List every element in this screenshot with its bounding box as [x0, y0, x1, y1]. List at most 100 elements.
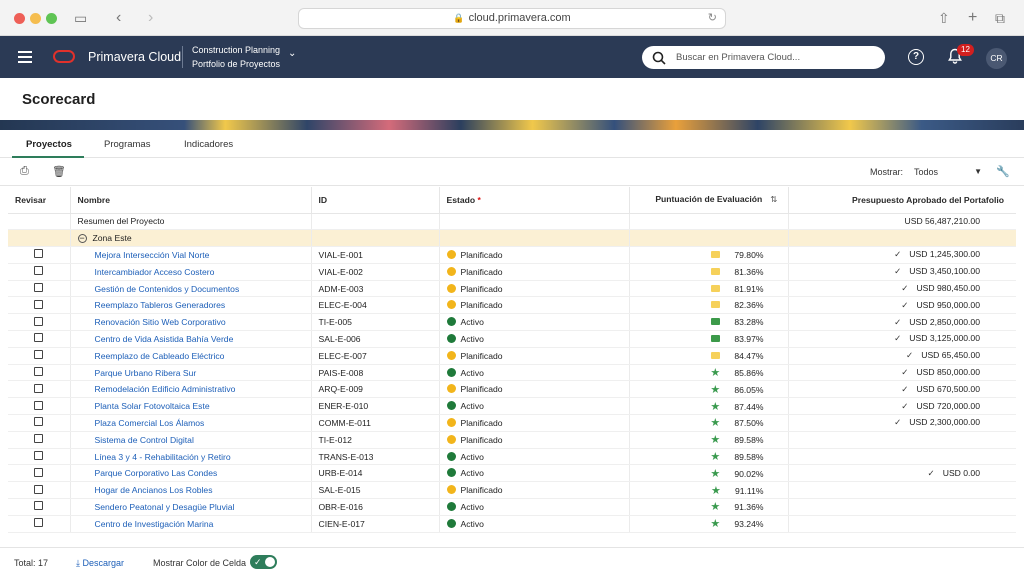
menu-icon[interactable] — [18, 51, 32, 63]
tab-indicadores[interactable]: Indicadores — [184, 139, 234, 150]
table-row[interactable]: Sistema de Control Digital TI-E-012 Planif… — [8, 431, 1016, 449]
tab-proyectos[interactable]: Proyectos — [26, 139, 72, 150]
reload-icon[interactable]: ↻ — [707, 12, 717, 24]
table-row[interactable]: Intercambiador Acceso Costero VIAL-E-002 P… — [8, 263, 1016, 281]
review-cell[interactable] — [8, 380, 71, 399]
col-header-status[interactable]: Estado * — [439, 187, 630, 214]
project-name-link[interactable]: Hogar de Ancianos Los Robles — [70, 481, 312, 500]
review-cell[interactable] — [8, 481, 71, 500]
review-cell[interactable] — [8, 397, 71, 416]
status-cell[interactable]: Planificado — [439, 280, 630, 298]
review-cell[interactable] — [8, 330, 71, 348]
project-name-link[interactable]: Centro de Vida Asistida Bahía Verde — [70, 330, 312, 348]
print-icon[interactable]: ⎙ — [20, 165, 29, 177]
review-cell[interactable] — [8, 263, 71, 281]
review-flag-icon[interactable] — [34, 434, 44, 444]
trash-icon[interactable]: 🗑 — [52, 166, 66, 178]
table-row[interactable]: Reemplazo Tableros Generadores ELEC-E-004… — [8, 296, 1016, 315]
table-row[interactable]: Parque Urbano Ribera Sur PAIS-E-008 Activo… — [8, 364, 1016, 382]
sidebar-toggle-icon[interactable]: ▭ — [74, 10, 88, 26]
status-cell[interactable]: Activo — [439, 397, 630, 416]
review-flag-icon[interactable] — [34, 249, 44, 259]
status-cell[interactable]: Planificado — [439, 380, 630, 399]
status-cell[interactable]: Activo — [439, 448, 630, 466]
project-name-link[interactable]: Línea 3 y 4 - Rehabilitación y Retiro — [70, 448, 312, 466]
new-tab-icon[interactable]: + — [968, 9, 978, 26]
review-flag-icon[interactable] — [34, 367, 44, 377]
context-subtitle[interactable]: Portfolio de Proyectos — [192, 59, 281, 69]
review-flag-icon[interactable] — [34, 383, 44, 393]
review-cell[interactable] — [8, 448, 71, 466]
cell-color-toggle[interactable]: ✓ — [250, 555, 277, 569]
close-window-button[interactable] — [14, 13, 25, 24]
table-row[interactable]: Remodelación Edificio Administrativo ARQ-… — [8, 380, 1016, 399]
col-header-budget[interactable]: Presupuesto Aprobado del Portafolio — [788, 187, 1016, 214]
table-row[interactable]: Planta Solar Fotovoltaica Este ENER-E-010… — [8, 397, 1016, 416]
tabs-overview-icon[interactable]: ⧉ — [995, 10, 1005, 26]
show-select[interactable]: Todos ▼ — [914, 167, 982, 177]
col-header-score[interactable]: Puntuación de Evaluación ⇅ — [629, 187, 789, 214]
review-flag-icon[interactable] — [34, 417, 44, 427]
tab-programas[interactable]: Programas — [104, 139, 151, 150]
project-name-link[interactable]: Parque Corporativo Las Condes — [70, 464, 312, 483]
project-name-link[interactable]: Reemplazo Tableros Generadores — [70, 296, 312, 315]
maximize-window-button[interactable] — [46, 13, 57, 24]
table-row[interactable]: Centro de Vida Asistida Bahía Verde SAL-E… — [8, 330, 1016, 348]
project-name-link[interactable]: Reemplazo de Cableado Eléctrico — [70, 347, 312, 365]
review-flag-icon[interactable] — [34, 283, 44, 293]
review-cell[interactable] — [8, 347, 71, 365]
status-cell[interactable]: Planificado — [439, 296, 630, 315]
table-row[interactable]: Centro de Investigación Marina CIEN-E-017… — [8, 515, 1016, 533]
table-row[interactable]: Renovación Sitio Web Corporativo TI-E-005… — [8, 313, 1016, 332]
status-cell[interactable]: Planificado — [439, 246, 630, 264]
sort-ascending-icon[interactable]: ⇅ — [770, 194, 778, 205]
chevron-down-icon[interactable]: ⌄ — [288, 48, 297, 59]
review-cell[interactable] — [8, 280, 71, 298]
table-row[interactable]: Parque Corporativo Las Condes URB-E-014 Ac… — [8, 464, 1016, 483]
project-name-link[interactable]: Remodelación Edificio Administrativo — [70, 380, 312, 399]
col-header-name[interactable]: Nombre — [70, 187, 312, 214]
table-row[interactable]: Hogar de Ancianos Los Robles SAL-E-015 Pla… — [8, 481, 1016, 500]
review-flag-icon[interactable] — [34, 518, 44, 528]
minimize-window-button[interactable] — [30, 13, 41, 24]
review-flag-icon[interactable] — [34, 350, 44, 360]
status-cell[interactable]: Planificado — [439, 263, 630, 281]
back-icon[interactable]: ‹ — [116, 9, 122, 26]
collapse-icon[interactable]: − — [77, 233, 87, 244]
table-row[interactable]: Mejora Intersección Vial Norte VIAL-E-001… — [8, 246, 1016, 264]
avatar[interactable]: CR — [986, 48, 1007, 69]
project-name-link[interactable]: Gestión de Contenidos y Documentos — [70, 280, 312, 298]
project-name-link[interactable]: Intercambiador Acceso Costero — [70, 263, 312, 281]
project-name-link[interactable]: Parque Urbano Ribera Sur — [70, 364, 312, 382]
project-name-link[interactable]: Sendero Peatonal y Desagüe Pluvial — [70, 498, 312, 516]
col-header-id[interactable]: ID — [311, 187, 440, 214]
project-name-link[interactable]: Mejora Intersección Vial Norte — [70, 246, 312, 264]
status-cell[interactable]: Planificado — [439, 347, 630, 365]
review-flag-icon[interactable] — [34, 451, 44, 461]
download-button[interactable]: ⤓ Descargar — [76, 558, 124, 569]
wrench-icon[interactable]: 🔧 — [996, 166, 1010, 178]
search-input[interactable]: Buscar en Primavera Cloud... — [642, 46, 885, 69]
col-header-review[interactable]: Revisar — [8, 187, 71, 214]
project-name-link[interactable]: Sistema de Control Digital — [70, 431, 312, 449]
status-cell[interactable]: Activo — [439, 330, 630, 348]
help-icon[interactable]: ? — [908, 49, 924, 65]
review-flag-icon[interactable] — [34, 333, 44, 343]
status-cell[interactable]: Activo — [439, 464, 630, 483]
table-row[interactable]: Plaza Comercial Los Álamos COMM-E-011 Plan… — [8, 414, 1016, 432]
status-cell[interactable]: Activo — [439, 498, 630, 516]
forward-icon[interactable]: › — [148, 9, 154, 26]
status-cell[interactable]: Planificado — [439, 481, 630, 500]
review-flag-icon[interactable] — [34, 501, 44, 511]
table-row[interactable]: Sendero Peatonal y Desagüe Pluvial OBR-E-… — [8, 498, 1016, 516]
status-cell[interactable]: Planificado — [439, 414, 630, 432]
status-cell[interactable]: Activo — [439, 364, 630, 382]
review-cell[interactable] — [8, 498, 71, 516]
table-row[interactable]: Gestión de Contenidos y Documentos ADM-E-… — [8, 280, 1016, 298]
project-name-link[interactable]: Plaza Comercial Los Álamos — [70, 414, 312, 432]
context-title[interactable]: Construction Planning — [192, 45, 281, 55]
table-row[interactable]: Reemplazo de Cableado Eléctrico ELEC-E-00… — [8, 347, 1016, 365]
project-name-link[interactable]: Renovación Sitio Web Corporativo — [70, 313, 312, 332]
project-name-link[interactable]: Planta Solar Fotovoltaica Este — [70, 397, 312, 416]
app-name[interactable]: Primavera Cloud — [88, 50, 182, 64]
